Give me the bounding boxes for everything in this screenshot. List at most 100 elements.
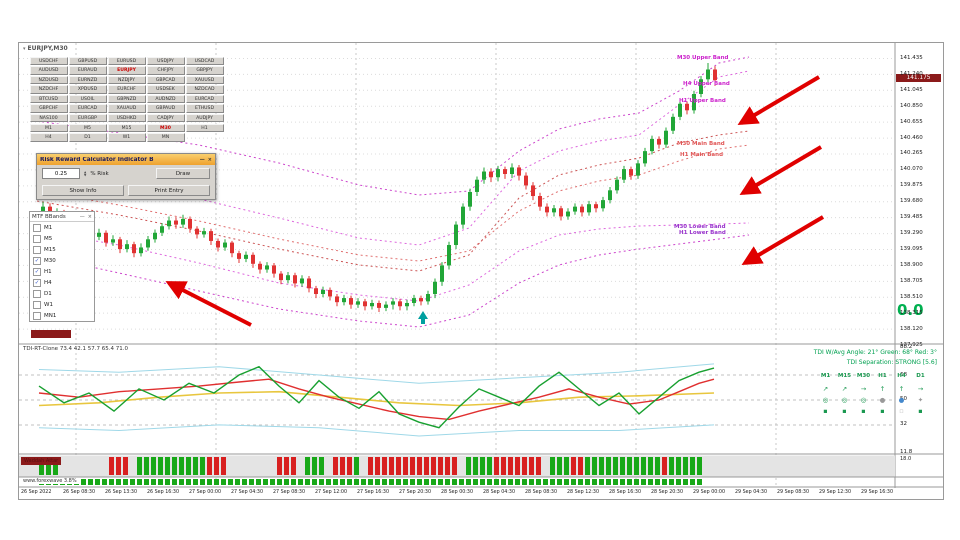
time-axis-label: 27 Sep 08:30 xyxy=(273,490,306,495)
matrix-cell: ◎ xyxy=(822,396,829,404)
checkbox[interactable]: ✓ xyxy=(33,278,41,287)
symbol-button-eurchf[interactable]: EURCHF xyxy=(107,85,146,94)
minimize-icon[interactable]: — xyxy=(199,156,205,163)
mtf-item-w1[interactable]: W1 xyxy=(30,299,94,310)
close-icon[interactable]: × xyxy=(87,213,92,220)
mtf-item-mn1[interactable]: MN1 xyxy=(30,310,94,321)
price-axis-label: 140.460 xyxy=(900,134,923,141)
close-icon[interactable]: × xyxy=(207,156,212,163)
symbol-button-gbpusd[interactable]: GBPUSD xyxy=(68,56,107,65)
price-axis-label: 139.095 xyxy=(900,246,923,252)
symbol-button-xauusd[interactable]: XAUUSD xyxy=(185,75,224,84)
mtf-item-label: MN1 xyxy=(44,312,57,319)
mtf-bbands-panel: MTF BBands — × M1 M5 M15 ✓ M30 ✓ H1 ✓ H4 D1 W1 MN1 xyxy=(29,211,95,322)
symbol-button-usoil[interactable]: USOIL xyxy=(68,94,107,103)
matrix-cell: ↗ xyxy=(841,385,848,393)
symbol-button-chfjpy[interactable]: CHFJPY xyxy=(146,66,185,75)
timeframe-button-m1[interactable]: M1 xyxy=(29,123,68,132)
symbol-button-eurcad[interactable]: EURCAD xyxy=(185,94,224,103)
symbol-button-ethusd[interactable]: ETHUSD xyxy=(185,104,224,113)
symbol-button-usdcad[interactable]: USDCAD xyxy=(185,56,224,65)
timeframe-button-w1[interactable]: W1 xyxy=(107,133,146,142)
symbol-button-audnzd[interactable]: AUDNZD xyxy=(146,94,185,103)
draw-button[interactable]: Draw xyxy=(156,168,210,179)
symbol-button-gbpnzd[interactable]: GBPNZD xyxy=(107,94,146,103)
matrix-cell: ◎ xyxy=(860,396,867,404)
price-axis-label: 138.510 xyxy=(900,293,923,300)
checkbox[interactable]: ✓ xyxy=(33,256,41,265)
symbol-button-usdjpy[interactable]: USDJPY xyxy=(146,56,185,65)
symbol-button-audjpy[interactable]: AUDJPY xyxy=(185,113,224,122)
symbol-button-nzdusd[interactable]: NZDUSD xyxy=(29,75,68,84)
checkbox[interactable] xyxy=(33,245,41,254)
checkbox[interactable] xyxy=(33,311,41,320)
symbol-button-xpdusd[interactable]: XPDUSD xyxy=(68,85,107,94)
red-tag xyxy=(31,330,71,338)
checkbox[interactable] xyxy=(33,300,41,309)
checkbox[interactable]: ✓ xyxy=(33,267,41,276)
price-axis-label: 141.435 xyxy=(900,54,923,61)
tdi-axis-label: 68 xyxy=(900,371,907,378)
timeframe-button-m15[interactable]: M15 xyxy=(107,123,146,132)
mtf-item-m15[interactable]: M15 xyxy=(30,244,94,255)
symbol-button-usdhkd[interactable]: USDHKD xyxy=(107,113,146,122)
risk-percent-input[interactable]: 0.25 xyxy=(42,168,80,179)
time-axis-label: 28 Sep 12:30 xyxy=(567,490,600,495)
symbol-button-gbpaud[interactable]: GBPAUD xyxy=(146,104,185,113)
mtf-panel-header: MTF BBands — × xyxy=(30,212,94,222)
time-axis-label: 27 Sep 16:30 xyxy=(357,490,390,495)
dialog-titlebar[interactable]: Risk Reward Calculator Indicator B — × xyxy=(37,154,215,165)
symbol-button-gbpchf[interactable]: GBPCHF xyxy=(29,104,68,113)
symbol-button-gbpcad[interactable]: GBPCAD xyxy=(146,75,185,84)
timeframe-button-d1[interactable]: D1 xyxy=(68,133,107,142)
timeframe-button-h4[interactable]: H4 xyxy=(29,133,68,142)
symbol-button-btcusd[interactable]: BTCUSD xyxy=(29,94,68,103)
timeframe-button-h1[interactable]: H1 xyxy=(185,123,224,132)
symbol-button-xauaud[interactable]: XAUAUD xyxy=(107,104,146,113)
symbol-button-usdchf[interactable]: USDCHF xyxy=(29,56,68,65)
strip2-label: www.forexwave 3.8% xyxy=(21,477,79,484)
checkbox[interactable] xyxy=(33,234,41,243)
mtf-item-m1[interactable]: M1 xyxy=(30,222,94,233)
timeframe-button-mn[interactable]: MN xyxy=(146,133,185,142)
symbol-button-eurusd[interactable]: EURUSD xyxy=(107,56,146,65)
mtf-item-h1[interactable]: ✓ H1 xyxy=(30,266,94,277)
mtf-item-d1[interactable]: D1 xyxy=(30,288,94,299)
symbol-button-gbpjpy[interactable]: GBPJPY xyxy=(185,66,224,75)
symbol-button-nzdcad[interactable]: NZDCAD xyxy=(185,85,224,94)
symbol-button-usdsek[interactable]: USDSEK xyxy=(146,85,185,94)
chart-symbol-label[interactable]: ▾ EURJPY,M30 xyxy=(23,45,68,52)
symbol-button-euraud[interactable]: EURAUD xyxy=(68,66,107,75)
price-axis-label: 139.290 xyxy=(900,230,923,237)
spinner-arrows-icon[interactable]: ▲ ▼ xyxy=(84,169,87,177)
symbol-button-eurcad[interactable]: EURCAD xyxy=(68,104,107,113)
price-axis-label: 138.705 xyxy=(900,277,923,284)
symbol-button-eurjpy[interactable]: EURJPY xyxy=(107,66,146,75)
mtf-item-m5[interactable]: M5 xyxy=(30,233,94,244)
matrix-header-cell: H1 xyxy=(878,373,887,379)
minimize-icon[interactable]: — xyxy=(79,213,85,220)
time-axis-label: 28 Sep 08:30 xyxy=(525,490,558,495)
symbol-button-nas100[interactable]: NAS100 xyxy=(29,113,68,122)
tdi-axis-label: 88.2 xyxy=(900,343,913,350)
symbol-button-nzdjpy[interactable]: NZDJPY xyxy=(107,75,146,84)
timeframe-button-m5[interactable]: M5 xyxy=(68,123,107,132)
timeframe-button-m30[interactable]: M30 xyxy=(146,123,185,132)
matrix-cell: ● xyxy=(898,396,905,404)
tdi-angle-line: TDI W/Avg Angle: 21° Green: 68° Red: 3° xyxy=(813,349,937,356)
matrix-cell: ↗ xyxy=(822,385,829,393)
show-info-button[interactable]: Show Info xyxy=(42,185,124,196)
symbol-button-audusd[interactable]: AUDUSD xyxy=(29,66,68,75)
mtf-item-h4[interactable]: ✓ H4 xyxy=(30,277,94,288)
time-axis-label: 27 Sep 04:30 xyxy=(231,490,264,495)
symbol-button-eurgbp[interactable]: EURGBP xyxy=(68,113,107,122)
checkbox[interactable] xyxy=(33,289,41,298)
symbol-button-cadjpy[interactable]: CADJPY xyxy=(146,113,185,122)
mtf-items: M1 M5 M15 ✓ M30 ✓ H1 ✓ H4 D1 W1 MN1 xyxy=(30,222,94,321)
checkbox[interactable] xyxy=(33,223,41,232)
symbol-button-eurnzd[interactable]: EURNZD xyxy=(68,75,107,84)
matrix-cell: ● xyxy=(879,396,886,404)
mtf-item-m30[interactable]: ✓ M30 xyxy=(30,255,94,266)
print-entry-button[interactable]: Print Entry xyxy=(128,185,210,196)
symbol-button-nzdchf[interactable]: NZDCHF xyxy=(29,85,68,94)
